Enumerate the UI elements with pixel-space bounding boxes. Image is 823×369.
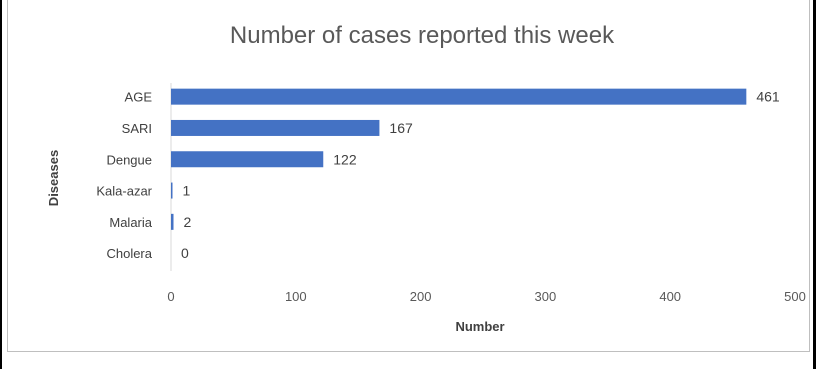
bar — [171, 151, 324, 168]
category-label: Malaria — [109, 215, 152, 230]
data-label: 122 — [333, 151, 357, 167]
x-axis-title: Number — [455, 319, 504, 334]
y-axis-title: Diseases — [46, 150, 61, 206]
data-label: 0 — [181, 245, 189, 261]
x-tick-label: 0 — [167, 289, 174, 304]
bar — [171, 119, 380, 136]
x-tick-label: 500 — [784, 289, 806, 304]
x-tick-label: 100 — [285, 289, 307, 304]
category-label: Dengue — [106, 152, 152, 167]
category-label: Kala-azar — [96, 184, 152, 199]
chart-area — [7, 0, 810, 352]
data-label: 2 — [183, 214, 191, 230]
left-border — [0, 0, 2, 369]
right-border — [813, 0, 816, 369]
x-tick-label: 200 — [410, 289, 432, 304]
chart-title: Number of cases reported this week — [230, 22, 615, 49]
category-label: AGE — [125, 90, 153, 105]
data-label: 461 — [756, 89, 780, 105]
data-label: 167 — [389, 120, 413, 136]
bar — [171, 213, 174, 230]
bar — [171, 88, 747, 105]
data-label: 1 — [183, 183, 191, 199]
x-tick-label: 300 — [535, 289, 557, 304]
bar — [171, 182, 173, 199]
category-label: SARI — [122, 121, 152, 136]
category-label: Cholera — [106, 246, 152, 261]
x-tick-label: 400 — [659, 289, 681, 304]
